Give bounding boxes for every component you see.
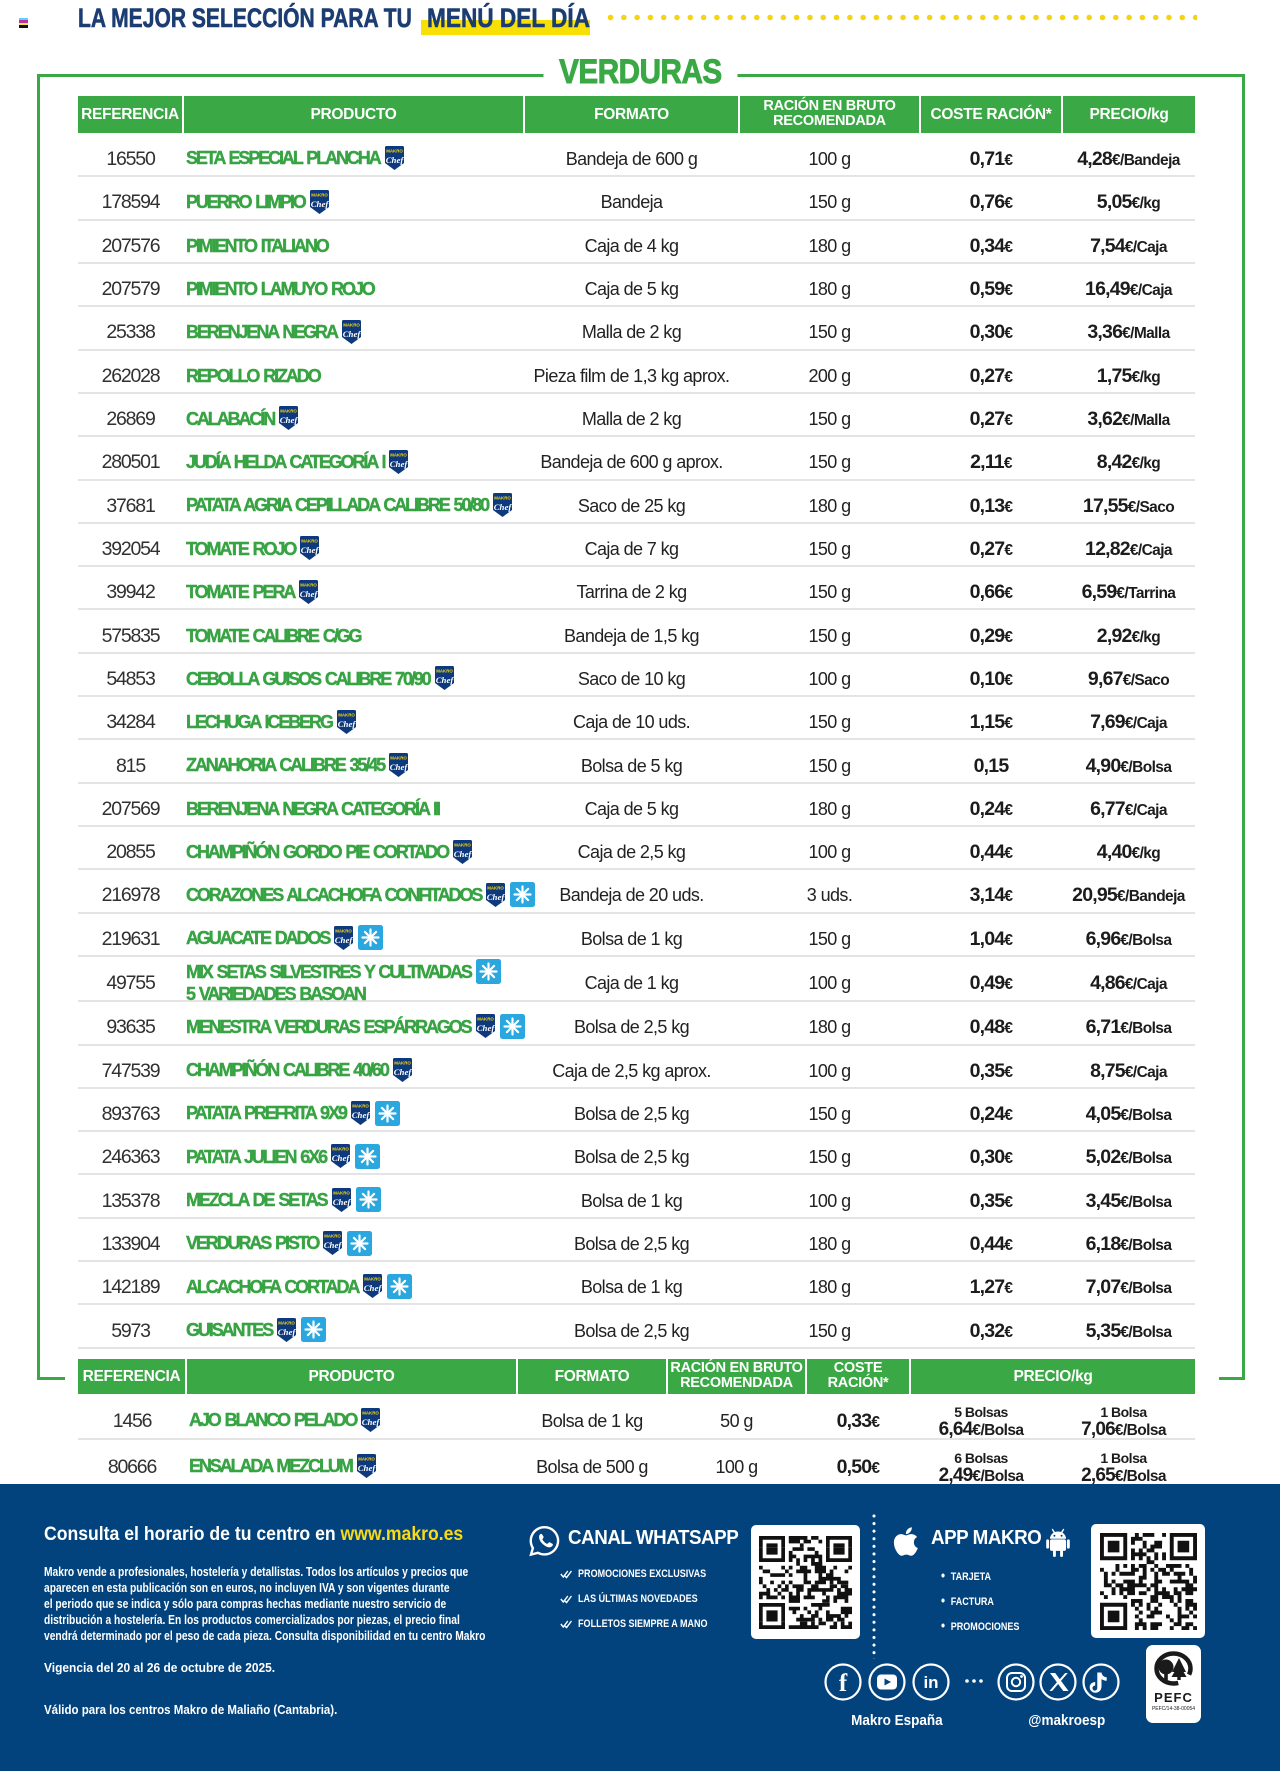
svg-text:Chef: Chef: [390, 762, 408, 772]
svg-text:Chef: Chef: [357, 1463, 375, 1473]
svg-text:Chef: Chef: [324, 1240, 342, 1250]
svg-text:MAKRO: MAKRO: [488, 885, 505, 890]
svg-text:MAKRO: MAKRO: [391, 452, 408, 457]
svg-text:MAKRO: MAKRO: [477, 1017, 494, 1022]
svg-text:MAKRO: MAKRO: [454, 842, 471, 847]
svg-text:MAKRO: MAKRO: [364, 1277, 381, 1282]
svg-text:MAKRO: MAKRO: [394, 1060, 411, 1065]
svg-text:PEFC/14-38-00054: PEFC/14-38-00054: [1152, 1706, 1195, 1712]
svg-text:MAKRO: MAKRO: [278, 1320, 295, 1325]
svg-text:Chef: Chef: [278, 1326, 296, 1336]
svg-text:Chef: Chef: [390, 459, 408, 469]
svg-text:Chef: Chef: [364, 1283, 382, 1293]
svg-text:Chef: Chef: [476, 1023, 494, 1033]
svg-text:Chef: Chef: [338, 718, 356, 728]
svg-text:MAKRO: MAKRO: [333, 1190, 350, 1195]
svg-text:Chef: Chef: [280, 415, 298, 425]
svg-text:Chef: Chef: [454, 848, 472, 858]
svg-text:Chef: Chef: [393, 1067, 411, 1077]
svg-text:MAKRO: MAKRO: [338, 712, 355, 717]
svg-text:f: f: [839, 1670, 848, 1697]
svg-text:Chef: Chef: [335, 935, 353, 945]
svg-text:MAKRO: MAKRO: [390, 755, 407, 760]
svg-text:Chef: Chef: [494, 502, 512, 512]
svg-text:MAKRO: MAKRO: [311, 192, 328, 197]
svg-text:Chef: Chef: [301, 545, 319, 555]
svg-text:MAKRO: MAKRO: [436, 669, 453, 674]
svg-text:MAKRO: MAKRO: [494, 495, 511, 500]
svg-text:PEFC: PEFC: [1154, 1690, 1193, 1705]
svg-text:Chef: Chef: [332, 1153, 350, 1163]
svg-text:Chef: Chef: [343, 329, 361, 339]
svg-text:MAKRO: MAKRO: [358, 1456, 375, 1461]
svg-text:Chef: Chef: [300, 588, 318, 598]
svg-text:MAKRO: MAKRO: [280, 409, 297, 414]
svg-text:MAKRO: MAKRO: [325, 1233, 342, 1238]
svg-text:Chef: Chef: [362, 1417, 380, 1427]
svg-text:MAKRO: MAKRO: [352, 1104, 369, 1109]
svg-text:MAKRO: MAKRO: [300, 582, 317, 587]
svg-text:Chef: Chef: [310, 199, 328, 209]
svg-text:MAKRO: MAKRO: [335, 928, 352, 933]
svg-text:Chef: Chef: [351, 1110, 369, 1120]
svg-text:MAKRO: MAKRO: [343, 322, 360, 327]
svg-text:Chef: Chef: [435, 675, 453, 685]
svg-text:MAKRO: MAKRO: [386, 148, 403, 153]
svg-text:MAKRO: MAKRO: [301, 539, 318, 544]
svg-text:in: in: [923, 1673, 938, 1692]
svg-text:Chef: Chef: [487, 891, 505, 901]
svg-text:Chef: Chef: [385, 155, 403, 165]
svg-text:MAKRO: MAKRO: [332, 1147, 349, 1152]
svg-text:MAKRO: MAKRO: [363, 1410, 380, 1415]
svg-text:Chef: Chef: [332, 1197, 350, 1207]
